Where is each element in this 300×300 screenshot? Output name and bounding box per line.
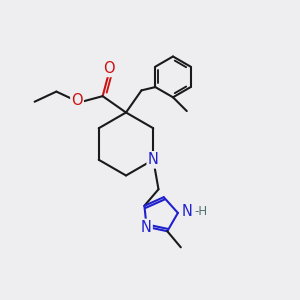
Text: O: O [103, 61, 115, 76]
Text: N: N [182, 204, 192, 219]
Text: N: N [148, 152, 159, 167]
Text: -H: -H [194, 205, 208, 218]
Text: N: N [141, 220, 152, 235]
Text: N: N [182, 204, 192, 219]
Text: N: N [141, 220, 152, 235]
Text: -H: -H [194, 205, 208, 218]
Text: O: O [71, 93, 83, 108]
Text: N: N [148, 152, 159, 167]
